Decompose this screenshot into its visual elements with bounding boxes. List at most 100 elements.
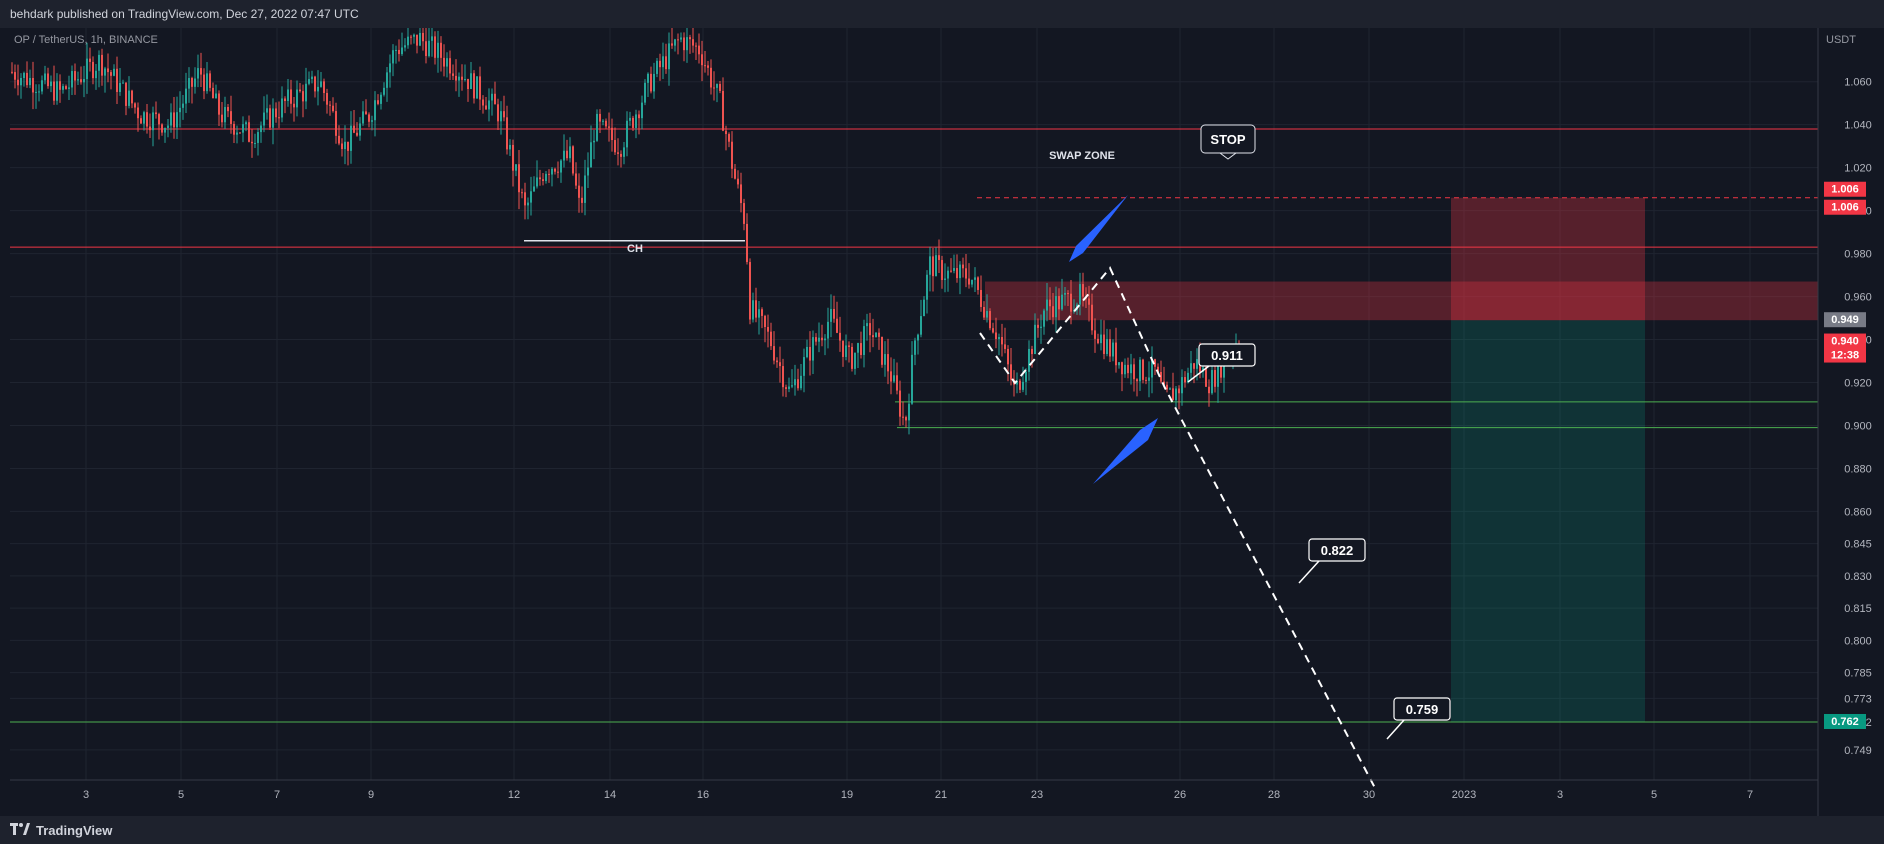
footer: TradingView (0, 816, 1884, 844)
candle-body (461, 76, 463, 80)
candle-body (230, 111, 232, 124)
candle-body (977, 277, 979, 290)
candle-body (554, 168, 556, 172)
candle-body (1061, 294, 1063, 310)
candle-body (968, 278, 970, 285)
candle-body (1217, 358, 1219, 387)
candle-body (1130, 364, 1132, 374)
candle-body (254, 142, 256, 144)
candle-body (1187, 372, 1189, 383)
symbol-label: OP / TetherUS, 1h, BINANCE (14, 34, 158, 46)
candle-body (644, 82, 646, 103)
price-tag (1824, 333, 1866, 349)
candle-body (941, 260, 943, 280)
candle-body (107, 68, 109, 73)
candle-body (404, 45, 406, 48)
candle-body (809, 346, 811, 361)
candles (11, 28, 1240, 435)
target-zone (1451, 320, 1645, 722)
candle-body (440, 42, 442, 58)
candle-body (536, 177, 538, 187)
candle-body (602, 120, 604, 122)
candle-body (419, 32, 421, 46)
candle-body (350, 125, 352, 151)
candle-body (1139, 359, 1141, 382)
price-callout (1393, 697, 1451, 721)
candle-body (734, 168, 736, 179)
candle-body (839, 332, 841, 341)
price-tag-label: 0.949 (1831, 314, 1859, 326)
x-tick-label: 21 (935, 789, 947, 801)
candle-body (473, 73, 475, 99)
candle-body (371, 120, 373, 122)
candle-body (164, 127, 166, 133)
candle-body (329, 104, 331, 106)
candle-body (284, 98, 286, 101)
y-tick-label: 0.845 (1844, 539, 1872, 551)
candle-body (725, 130, 727, 135)
candle-body (137, 107, 139, 119)
y-tick-label: 0.830 (1844, 571, 1872, 583)
candle-body (1067, 293, 1069, 295)
candle-body (176, 112, 178, 128)
candle-body (104, 68, 106, 76)
candle-body (656, 60, 658, 74)
candle-body (767, 327, 769, 332)
candle-body (815, 337, 817, 342)
candle-body (44, 73, 46, 81)
candle-body (1121, 362, 1123, 375)
candle-body (875, 332, 877, 338)
candle-body (62, 86, 64, 90)
candle-body (155, 112, 157, 115)
candle-body (530, 191, 532, 203)
candle-body (203, 74, 205, 92)
candle-body (338, 135, 340, 144)
candle-body (287, 89, 289, 101)
candle-body (722, 90, 724, 131)
candle-body (260, 125, 262, 133)
candle-body (146, 112, 148, 127)
candle-body (608, 126, 610, 128)
x-tick-label: 7 (1747, 789, 1753, 801)
price-callout (1198, 343, 1256, 367)
tradingview-logo-icon (10, 822, 30, 838)
candle-body (119, 82, 121, 92)
price-axis: 1.0601.0401.0201.0000.9800.9600.9400.920… (1817, 28, 1872, 816)
price-chart[interactable]: SWAP ZONE STOP CH 0.911 0.822 0.759 1.060 1.04… (0, 28, 1884, 816)
candle-body (308, 79, 310, 84)
candle-body (122, 82, 124, 84)
candle-body (728, 134, 730, 142)
candle-body (926, 274, 928, 300)
candle-body (962, 264, 964, 269)
candle-body (335, 111, 337, 136)
candle-body (806, 346, 808, 358)
candle-body (893, 375, 895, 382)
candle-body (443, 57, 445, 67)
candle-body (197, 68, 199, 79)
candle-body (92, 61, 94, 79)
candle-body (1103, 334, 1105, 354)
candle-body (668, 43, 670, 70)
x-tick-label: 14 (604, 789, 616, 801)
x-tick-label: 3 (1557, 789, 1563, 801)
candle-body (422, 32, 424, 42)
candle-body (359, 123, 361, 136)
price-tag-label: 1.006 (1831, 184, 1859, 196)
candle-body (413, 34, 415, 37)
candle-body (764, 315, 766, 328)
candle-body (152, 112, 154, 131)
candle-body (647, 73, 649, 83)
candle-body (503, 111, 505, 118)
candle-body (974, 277, 976, 280)
price-tag (1824, 181, 1866, 197)
x-tick-label: 9 (368, 789, 374, 801)
x-tick-label: 26 (1174, 789, 1186, 801)
candle-body (89, 58, 91, 62)
candle-body (1094, 330, 1096, 339)
candle-body (587, 167, 589, 176)
candle-body (779, 362, 781, 367)
annotations: SWAP ZONE STOP CH 0.911 0.822 0.759 (627, 124, 1451, 740)
candle-body (641, 102, 643, 119)
candle-body (1214, 370, 1216, 387)
candle-body (194, 78, 196, 87)
